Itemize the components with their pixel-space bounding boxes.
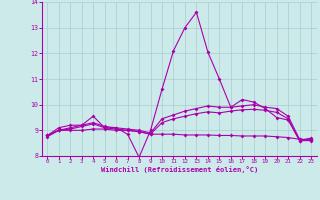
X-axis label: Windchill (Refroidissement éolien,°C): Windchill (Refroidissement éolien,°C) [100, 166, 258, 173]
